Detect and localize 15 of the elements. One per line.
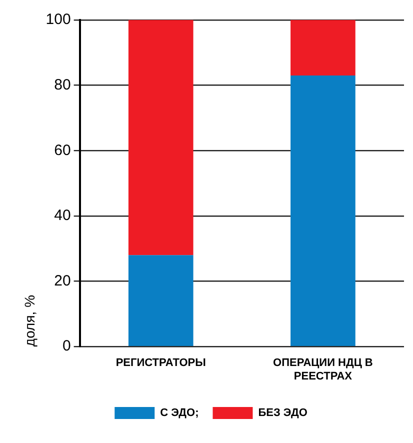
y-tick-label: 0 [62, 338, 71, 355]
y-tick-label: 20 [54, 272, 71, 290]
y-axis-title: доля, % [21, 294, 38, 347]
bar [128, 255, 194, 346]
y-tick-label: 40 [54, 207, 71, 224]
legend-label: БЕЗ ЭДО [258, 407, 308, 420]
y-tick-label: 60 [54, 142, 71, 159]
bar [290, 76, 356, 346]
legend-label: С ЭДО; [160, 407, 199, 420]
x-tick-label: ОПЕРАЦИИ НДЦ В РЕЕСТРАХ [273, 357, 373, 382]
bar [290, 20, 356, 76]
y-tick-label: 100 [46, 11, 71, 28]
x-tick-label: РЕГИСТРАТОРЫ [116, 357, 206, 370]
y-tick-label: 80 [54, 76, 71, 94]
bar [128, 20, 194, 256]
